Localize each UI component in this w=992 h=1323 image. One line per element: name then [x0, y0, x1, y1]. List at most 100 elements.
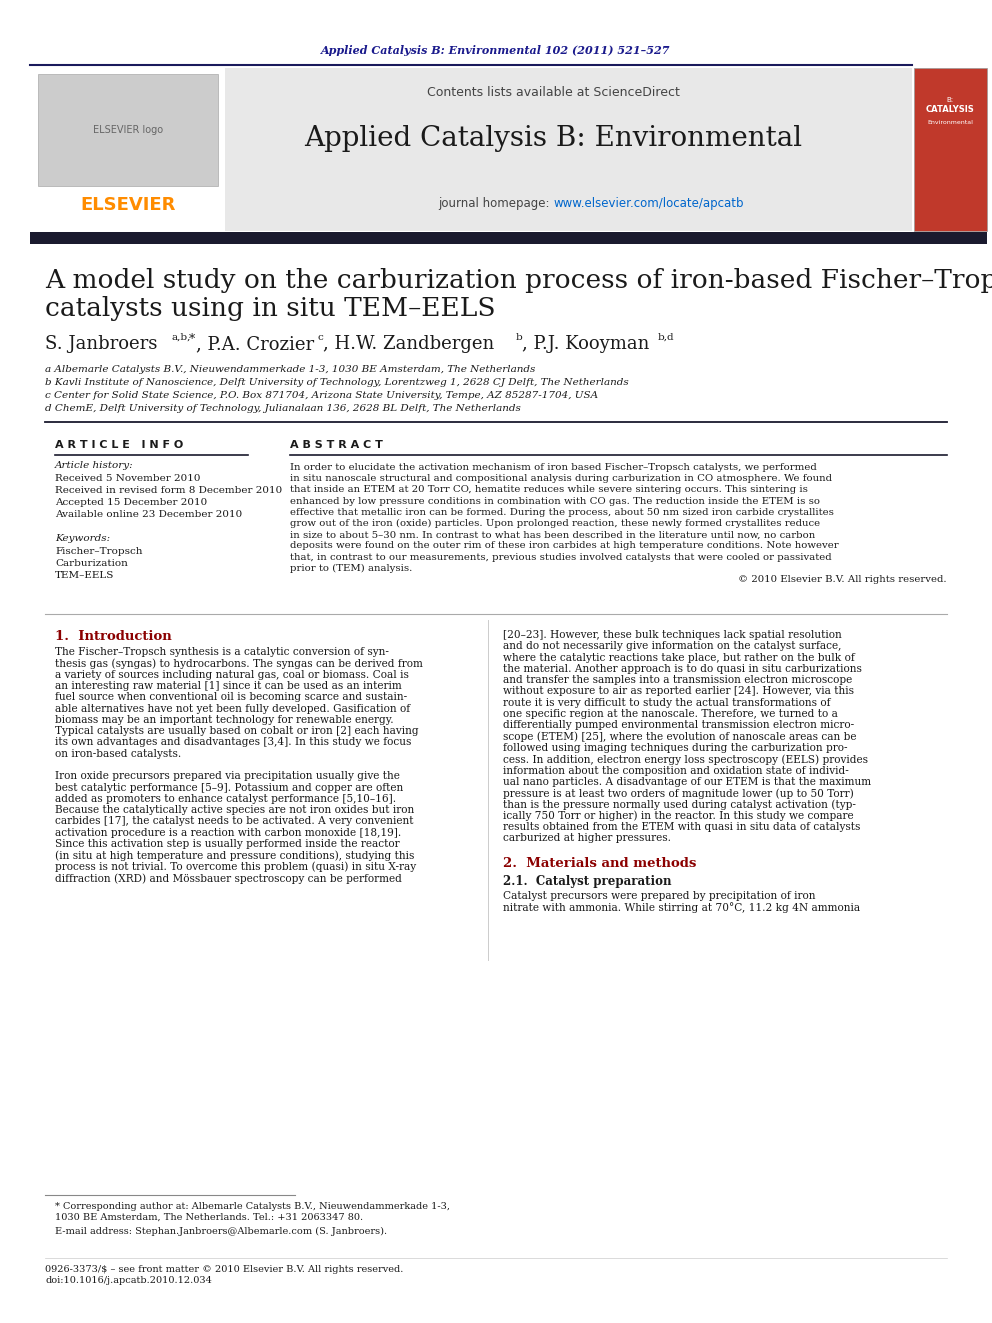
Text: a Albemarle Catalysts B.V., Nieuwendammerkade 1-3, 1030 BE Amsterdam, The Nether: a Albemarle Catalysts B.V., Nieuwendamme…: [45, 365, 536, 374]
Text: Received 5 November 2010: Received 5 November 2010: [55, 474, 200, 483]
Text: doi:10.1016/j.apcatb.2010.12.034: doi:10.1016/j.apcatb.2010.12.034: [45, 1275, 212, 1285]
Text: E-mail address: Stephan.Janbroers@Albemarle.com (S. Janbroers).: E-mail address: Stephan.Janbroers@Albema…: [55, 1226, 387, 1236]
Text: © 2010 Elsevier B.V. All rights reserved.: © 2010 Elsevier B.V. All rights reserved…: [738, 576, 947, 583]
Text: , P.A. Crozier: , P.A. Crozier: [196, 335, 314, 353]
Text: and transfer the samples into a transmission electron microscope: and transfer the samples into a transmis…: [503, 675, 852, 685]
Text: added as promoters to enhance catalyst performance [5,10–16].: added as promoters to enhance catalyst p…: [55, 794, 396, 804]
Text: nitrate with ammonia. While stirring at 70°C, 11.2 kg 4N ammonia: nitrate with ammonia. While stirring at …: [503, 902, 860, 913]
Text: The Fischer–Tropsch synthesis is a catalytic conversion of syn-: The Fischer–Tropsch synthesis is a catal…: [55, 647, 389, 658]
Text: Carburization: Carburization: [55, 560, 128, 568]
Text: scope (ETEM) [25], where the evolution of nanoscale areas can be: scope (ETEM) [25], where the evolution o…: [503, 732, 856, 742]
Text: 0926-3373/$ – see front matter © 2010 Elsevier B.V. All rights reserved.: 0926-3373/$ – see front matter © 2010 El…: [45, 1265, 404, 1274]
Text: S. Janbroers: S. Janbroers: [45, 335, 158, 353]
Text: ELSEVIER logo: ELSEVIER logo: [93, 124, 163, 135]
Text: thesis gas (syngas) to hydrocarbons. The syngas can be derived from: thesis gas (syngas) to hydrocarbons. The…: [55, 659, 423, 669]
Text: where the catalytic reactions take place, but rather on the bulk of: where the catalytic reactions take place…: [503, 652, 855, 663]
Text: B:: B:: [946, 97, 953, 103]
Text: www.elsevier.com/locate/apcatb: www.elsevier.com/locate/apcatb: [553, 197, 743, 210]
Text: c Center for Solid State Science, P.O. Box 871704, Arizona State University, Tem: c Center for Solid State Science, P.O. B…: [45, 392, 598, 400]
FancyBboxPatch shape: [30, 67, 912, 232]
Text: 2.  Materials and methods: 2. Materials and methods: [503, 857, 696, 869]
Text: ELSEVIER: ELSEVIER: [80, 196, 176, 214]
Text: able alternatives have not yet been fully developed. Gasification of: able alternatives have not yet been full…: [55, 704, 410, 713]
Text: b,d: b,d: [658, 333, 675, 343]
Text: cess. In addition, electron energy loss spectroscopy (EELS) provides: cess. In addition, electron energy loss …: [503, 754, 868, 765]
Text: Since this activation step is usually performed inside the reactor: Since this activation step is usually pe…: [55, 839, 400, 849]
FancyBboxPatch shape: [30, 67, 225, 232]
Text: route it is very difficult to study the actual transformations of: route it is very difficult to study the …: [503, 697, 830, 708]
Text: Keywords:: Keywords:: [55, 534, 110, 542]
Text: Received in revised form 8 December 2010: Received in revised form 8 December 2010: [55, 486, 283, 495]
Text: 1.  Introduction: 1. Introduction: [55, 630, 172, 643]
Text: diffraction (XRD) and Mössbauer spectroscopy can be performed: diffraction (XRD) and Mössbauer spectros…: [55, 873, 402, 884]
Text: CATALYSIS: CATALYSIS: [926, 106, 974, 115]
Text: Because the catalytically active species are not iron oxides but iron: Because the catalytically active species…: [55, 806, 415, 815]
Text: process is not trivial. To overcome this problem (quasi) in situ X-ray: process is not trivial. To overcome this…: [55, 861, 416, 872]
Text: on iron-based catalysts.: on iron-based catalysts.: [55, 749, 182, 758]
Text: activation procedure is a reaction with carbon monoxide [18,19].: activation procedure is a reaction with …: [55, 828, 401, 837]
Text: Applied Catalysis B: Environmental 102 (2011) 521–527: Applied Catalysis B: Environmental 102 (…: [321, 45, 671, 56]
Text: 1030 BE Amsterdam, The Netherlands. Tel.: +31 2063347 80.: 1030 BE Amsterdam, The Netherlands. Tel.…: [55, 1213, 363, 1222]
Text: Applied Catalysis B: Environmental: Applied Catalysis B: Environmental: [304, 124, 803, 152]
Text: pressure is at least two orders of magnitude lower (up to 50 Torr): pressure is at least two orders of magni…: [503, 789, 854, 799]
Text: catalysts using in situ TEM–EELS: catalysts using in situ TEM–EELS: [45, 296, 495, 321]
Text: Accepted 15 December 2010: Accepted 15 December 2010: [55, 497, 207, 507]
Text: Environmental: Environmental: [928, 119, 973, 124]
Text: A model study on the carburization process of iron-based Fischer–Tropsch: A model study on the carburization proce…: [45, 269, 992, 292]
Text: * Corresponding author at: Albemarle Catalysts B.V., Nieuwendammerkade 1-3,: * Corresponding author at: Albemarle Cat…: [55, 1203, 450, 1211]
Text: Contents lists available at ScienceDirect: Contents lists available at ScienceDirec…: [427, 86, 680, 98]
Text: Fischer–Tropsch: Fischer–Tropsch: [55, 546, 143, 556]
Text: the material. Another approach is to do quasi in situ carburizations: the material. Another approach is to do …: [503, 664, 862, 673]
Text: (in situ at high temperature and pressure conditions), studying this: (in situ at high temperature and pressur…: [55, 851, 415, 861]
Text: information about the composition and oxidation state of individ-: information about the composition and ox…: [503, 766, 849, 775]
Text: fuel source when conventional oil is becoming scarce and sustain-: fuel source when conventional oil is bec…: [55, 692, 407, 703]
Text: A R T I C L E   I N F O: A R T I C L E I N F O: [55, 441, 184, 450]
Text: [20–23]. However, these bulk techniques lack spatial resolution: [20–23]. However, these bulk techniques …: [503, 630, 842, 640]
Text: results obtained from the ETEM with quasi in situ data of catalysts: results obtained from the ETEM with quas…: [503, 822, 860, 832]
Text: deposits were found on the outer rim of these iron carbides at high temperature : deposits were found on the outer rim of …: [290, 541, 838, 550]
Text: ically 750 Torr or higher) in the reactor. In this study we compare: ically 750 Torr or higher) in the reacto…: [503, 811, 854, 822]
Text: a,b,: a,b,: [172, 333, 191, 343]
Text: Article history:: Article history:: [55, 460, 134, 470]
Text: effective that metallic iron can be formed. During the process, about 50 nm size: effective that metallic iron can be form…: [290, 508, 834, 517]
Text: c: c: [317, 333, 322, 343]
Text: , P.J. Kooyman: , P.J. Kooyman: [522, 335, 650, 353]
Text: a variety of sources including natural gas, coal or biomass. Coal is: a variety of sources including natural g…: [55, 669, 409, 680]
Text: journal homepage:: journal homepage:: [437, 197, 553, 210]
Text: in size to about 5–30 nm. In contrast to what has been described in the literatu: in size to about 5–30 nm. In contrast to…: [290, 531, 815, 540]
Text: ual nano particles. A disadvantage of our ETEM is that the maximum: ual nano particles. A disadvantage of ou…: [503, 777, 871, 787]
Text: TEM–EELS: TEM–EELS: [55, 572, 114, 579]
Text: differentially pumped environmental transmission electron micro-: differentially pumped environmental tran…: [503, 721, 854, 730]
Text: without exposure to air as reported earlier [24]. However, via this: without exposure to air as reported earl…: [503, 687, 854, 696]
Text: prior to (TEM) analysis.: prior to (TEM) analysis.: [290, 564, 413, 573]
Text: b Kavli Institute of Nanoscience, Delft University of Technology, Lorentzweg 1, : b Kavli Institute of Nanoscience, Delft …: [45, 378, 629, 388]
Text: carbides [17], the catalyst needs to be activated. A very convenient: carbides [17], the catalyst needs to be …: [55, 816, 414, 827]
Text: one specific region at the nanoscale. Therefore, we turned to a: one specific region at the nanoscale. Th…: [503, 709, 838, 720]
Text: that, in contrast to our measurements, previous studies involved catalysts that : that, in contrast to our measurements, p…: [290, 553, 831, 561]
Text: best catalytic performance [5–9]. Potassium and copper are often: best catalytic performance [5–9]. Potass…: [55, 783, 404, 792]
Text: an interesting raw material [1] since it can be used as an interim: an interesting raw material [1] since it…: [55, 681, 402, 691]
Text: followed using imaging techniques during the carburization pro-: followed using imaging techniques during…: [503, 744, 847, 753]
Text: 2.1.  Catalyst preparation: 2.1. Catalyst preparation: [503, 875, 672, 888]
Text: d ChemE, Delft University of Technology, Julianalaan 136, 2628 BL Delft, The Net: d ChemE, Delft University of Technology,…: [45, 404, 521, 413]
Text: and do not necessarily give information on the catalyst surface,: and do not necessarily give information …: [503, 642, 841, 651]
Text: enhanced by low pressure conditions in combination with CO gas. The reduction in: enhanced by low pressure conditions in c…: [290, 496, 820, 505]
Text: that inside an ETEM at 20 Torr CO, hematite reduces while severe sintering occur: that inside an ETEM at 20 Torr CO, hemat…: [290, 486, 807, 495]
Text: in situ nanoscale structural and compositional analysis during carburization in : in situ nanoscale structural and composi…: [290, 474, 832, 483]
Text: Available online 23 December 2010: Available online 23 December 2010: [55, 509, 242, 519]
Text: Typical catalysts are usually based on cobalt or iron [2] each having: Typical catalysts are usually based on c…: [55, 726, 419, 736]
Text: A B S T R A C T: A B S T R A C T: [290, 441, 383, 450]
Text: , H.W. Zandbergen: , H.W. Zandbergen: [323, 335, 494, 353]
Text: grow out of the iron (oxide) particles. Upon prolonged reaction, these newly for: grow out of the iron (oxide) particles. …: [290, 519, 820, 528]
Text: b: b: [516, 333, 523, 343]
FancyBboxPatch shape: [914, 67, 987, 232]
FancyBboxPatch shape: [30, 232, 987, 243]
Text: biomass may be an important technology for renewable energy.: biomass may be an important technology f…: [55, 714, 394, 725]
Text: Iron oxide precursors prepared via precipitation usually give the: Iron oxide precursors prepared via preci…: [55, 771, 400, 782]
Text: *: *: [189, 333, 195, 347]
Text: than is the pressure normally used during catalyst activation (typ-: than is the pressure normally used durin…: [503, 799, 856, 810]
Text: its own advantages and disadvantages [3,4]. In this study we focus: its own advantages and disadvantages [3,…: [55, 737, 412, 747]
Text: In order to elucidate the activation mechanism of iron based Fischer–Tropsch cat: In order to elucidate the activation mec…: [290, 463, 816, 472]
Text: carburized at higher pressures.: carburized at higher pressures.: [503, 833, 671, 843]
Text: Catalyst precursors were prepared by precipitation of iron: Catalyst precursors were prepared by pre…: [503, 890, 815, 901]
